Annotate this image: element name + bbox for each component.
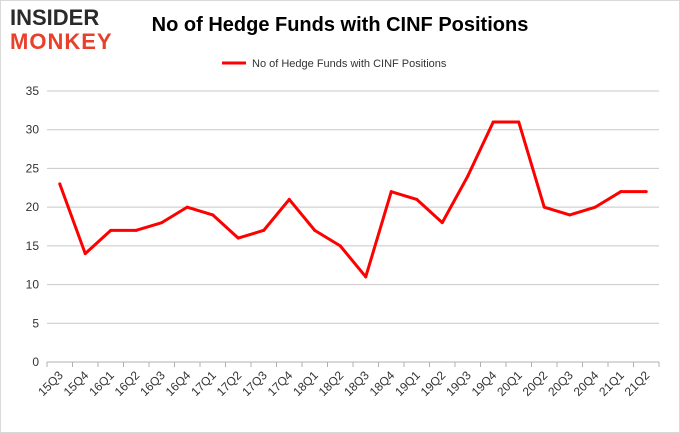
x-tick-label: 18Q3 [341,368,372,399]
data-point [491,120,495,124]
data-point [517,120,521,124]
data-point [338,244,342,248]
y-tick-label: 0 [32,355,39,369]
x-tick-label: 20Q4 [571,368,602,399]
data-point [236,236,240,240]
data-point [466,174,470,178]
logo-text-top: INSIDER [10,5,100,30]
chart-title: No of Hedge Funds with CINF Positions [151,14,529,36]
x-tick-label: 15Q3 [35,368,66,399]
x-tick-labels: 15Q315Q416Q116Q216Q316Q417Q117Q217Q317Q4… [35,368,652,399]
x-tick-label: 16Q4 [163,368,194,399]
grid-lines [47,90,659,363]
legend-label: No of Hedge Funds with CINF Positions [252,58,447,70]
x-tick-label: 17Q1 [188,368,219,399]
logo-text-bottom: MONKEY [10,29,113,54]
x-tick-label: 17Q2 [214,368,245,399]
data-point [134,228,138,232]
series-layer [58,120,648,279]
x-tick-label: 17Q4 [265,368,296,399]
y-tick-label: 20 [26,200,40,214]
x-tick-label: 18Q4 [367,368,398,399]
x-tick-label: 16Q3 [137,368,168,399]
y-tick-label: 30 [26,123,40,137]
data-point [644,190,648,194]
y-tick-label: 25 [26,161,40,175]
axes [46,361,660,367]
x-tick-label: 19Q1 [392,368,423,399]
y-tick-label: 35 [26,84,40,98]
x-tick-label: 21Q2 [622,368,653,399]
data-point [415,197,419,201]
x-tick-label: 20Q3 [545,368,576,399]
data-point [83,252,87,256]
data-point [58,182,62,186]
x-tick-label: 18Q2 [316,368,347,399]
data-point [389,190,393,194]
insider-monkey-logo: INSIDER MONKEY [10,6,126,54]
data-point [364,275,368,279]
data-point [185,205,189,209]
data-point [287,197,291,201]
y-tick-labels: 0 5 10 15 20 25 30 35 [26,84,40,369]
data-point [313,228,317,232]
data-point [440,221,444,225]
data-point [160,221,164,225]
y-tick-label: 5 [32,316,39,330]
data-point [211,213,215,217]
data-point [619,190,623,194]
data-point [109,228,113,232]
x-tick-label: 16Q1 [86,368,117,399]
x-tick-label: 21Q1 [596,368,627,399]
x-tick-label: 20Q2 [520,368,551,399]
x-tick-label: 17Q3 [239,368,270,399]
series-line [58,120,647,279]
x-tick-label: 16Q2 [112,368,143,399]
data-point [568,213,572,217]
data-point [593,205,597,209]
y-tick-label: 15 [26,239,40,253]
x-tick-label: 15Q4 [61,368,92,399]
x-tick-label: 18Q1 [290,368,321,399]
y-tick-label: 10 [26,278,40,292]
x-tick-label: 19Q4 [469,368,500,399]
x-tick-label: 19Q2 [418,368,449,399]
x-tick-label: 20Q1 [494,368,525,399]
legend: No of Hedge Funds with CINF Positions [222,58,447,70]
x-tick-label: 19Q3 [443,368,474,399]
data-point [262,228,266,232]
data-point [542,205,546,209]
